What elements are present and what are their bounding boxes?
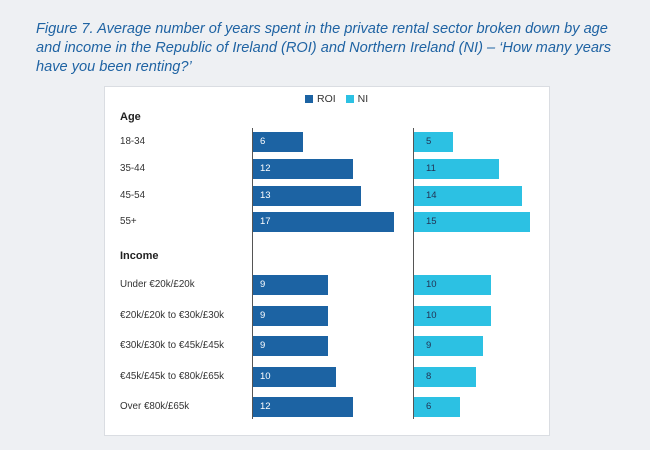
row-label: 55+ xyxy=(120,216,137,228)
bar-value-roi: 10 xyxy=(260,370,271,382)
bar-roi xyxy=(253,158,353,179)
bar-roi xyxy=(253,397,353,418)
bar-ni xyxy=(414,305,491,326)
legend-ni-swatch xyxy=(345,95,354,103)
bar-value-ni: 10 xyxy=(426,309,437,321)
legend-roi-label: ROI xyxy=(317,93,336,105)
bar-ni xyxy=(414,185,522,206)
bar-value-ni: 11 xyxy=(426,162,436,174)
bar-ni xyxy=(414,132,453,152)
bar-roi xyxy=(253,212,395,233)
bar-roi xyxy=(253,185,361,206)
bar-value-ni: 10 xyxy=(426,279,437,290)
bar-ni xyxy=(414,366,476,387)
bar-ni xyxy=(414,212,530,233)
bar-value-ni: 6 xyxy=(426,401,432,413)
legend: ROI NI xyxy=(305,93,374,105)
bar-value-roi: 12 xyxy=(260,162,271,174)
bar-roi xyxy=(253,366,336,387)
roi-axis-line xyxy=(252,128,253,420)
bar-roi xyxy=(253,275,328,295)
ni-axis-line xyxy=(413,128,414,420)
bar-value-ni: 8 xyxy=(426,370,432,382)
row-label: €20k/£20k to €30k/£30k xyxy=(120,309,225,321)
bar-value-roi: 9 xyxy=(260,309,266,321)
bar-value-ni: 5 xyxy=(426,136,432,147)
bar-value-roi: 9 xyxy=(260,279,266,290)
bar-value-roi: 17 xyxy=(260,216,271,228)
row-label: 35-44 xyxy=(120,162,146,174)
bar-value-roi: 13 xyxy=(260,189,271,201)
bar-value-roi: 12 xyxy=(260,401,271,413)
row-label: 45-54 xyxy=(120,189,146,201)
bar-value-ni: 15 xyxy=(426,216,437,228)
figure-title: Figure 7. Average number of years spent … xyxy=(36,21,612,75)
bar-value-roi: 6 xyxy=(260,136,266,147)
row-label: 18-34 xyxy=(120,136,146,147)
bar-ni xyxy=(414,158,499,179)
bar-roi xyxy=(253,132,303,152)
bar-roi xyxy=(253,305,328,326)
section-heading-age: Age xyxy=(120,111,141,123)
bar-value-ni: 14 xyxy=(426,189,437,201)
row-label: Under €20k/£20k xyxy=(120,279,195,290)
bar-ni xyxy=(414,397,461,418)
bar-ni xyxy=(414,275,491,295)
legend-ni-label: NI xyxy=(357,93,369,105)
row-label: €30k/£30k to €45k/£45k xyxy=(120,340,225,352)
bar-value-ni: 9 xyxy=(426,340,432,352)
bar-value-roi: 9 xyxy=(260,340,266,352)
row-label: Over €80k/£65k xyxy=(120,401,190,413)
bar-roi xyxy=(253,336,328,357)
bar-ni xyxy=(414,336,484,357)
row-label: €45k/£45k to €80k/£65k xyxy=(120,370,225,382)
section-heading-income: Income xyxy=(120,250,159,262)
legend-roi-swatch xyxy=(305,95,313,103)
